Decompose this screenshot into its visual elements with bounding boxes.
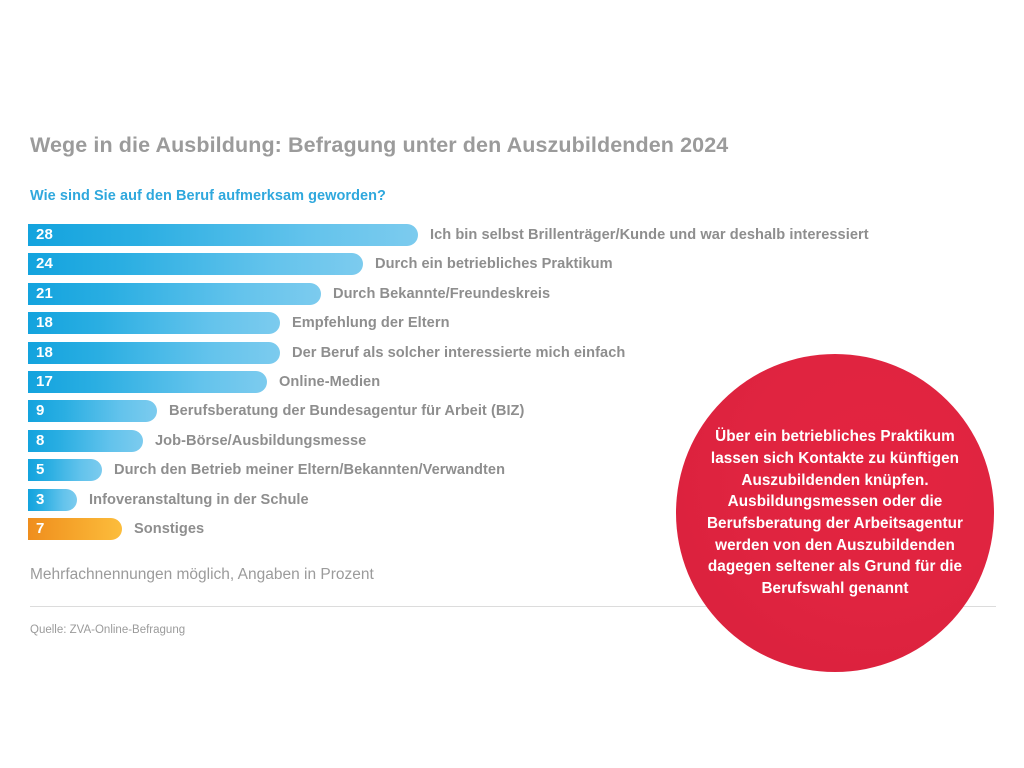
bar-row: 8 Job-Börse/Ausbildungsmesse	[0, 429, 1024, 452]
bar-label: Ich bin selbst Brillenträger/Kunde und w…	[430, 227, 869, 243]
bar-value: 18	[36, 314, 54, 332]
bar-label: Berufsberatung der Bundesagentur für Arb…	[169, 403, 525, 420]
bar-value: 17	[36, 372, 54, 390]
bar-fill: 9	[28, 400, 157, 423]
chart-question-subtitle: Wie sind Sie auf den Beruf aufmerksam ge…	[30, 188, 386, 204]
bar-fill: 21	[28, 282, 321, 305]
bar-chart: 28 Ich bin selbst Brillenträger/Kunde und…	[0, 224, 1024, 547]
bar-label: Online-Medien	[279, 373, 381, 390]
bar-value: 24	[36, 255, 54, 273]
bar-row: 21 Durch Bekannte/Freundeskreis	[0, 282, 1024, 305]
bar-label: Der Beruf als solcher interessierte mich…	[292, 344, 626, 361]
bar-value: 7	[36, 519, 45, 537]
bar-row: 18 Empfehlung der Eltern	[0, 312, 1024, 335]
bar-fill: 8	[28, 429, 143, 452]
callout-text: Über ein betriebliches Praktikum lassen …	[706, 428, 964, 598]
bar-value: 18	[36, 343, 54, 361]
bar-fill: 28	[28, 224, 418, 246]
bar-row: 5 Durch den Betrieb meiner Eltern/Bekannt…	[0, 459, 1024, 482]
bar-value: 28	[36, 226, 54, 243]
bar-row: 17 Online-Medien	[0, 370, 1024, 393]
footer-divider	[30, 606, 996, 607]
bar-value: 5	[36, 461, 45, 479]
bar-value: 8	[36, 431, 45, 449]
bar-label: Durch den Betrieb meiner Eltern/Bekannte…	[114, 462, 506, 479]
bar-label: Durch ein betriebliches Praktikum	[375, 256, 613, 273]
bar-row: 24 Durch ein betriebliches Praktikum	[0, 253, 1024, 276]
bar-label: Job-Börse/Ausbildungsmesse	[155, 432, 367, 449]
bar-value: 9	[36, 402, 45, 420]
bar-fill: 24	[28, 253, 363, 276]
bar-fill: 17	[28, 370, 267, 393]
bar-fill: 18	[28, 312, 280, 335]
bar-fill: 5	[28, 459, 102, 482]
bar-row: 18 Der Beruf als solcher interessierte mi…	[0, 341, 1024, 364]
bar-value: 21	[36, 284, 54, 302]
bar-value: 3	[36, 490, 45, 508]
page-title: Wege in die Ausbildung: Befragung unter …	[30, 133, 729, 157]
bar-fill: 3	[28, 488, 77, 511]
bar-row: 7 Sonstiges	[0, 517, 1024, 540]
bar-label: Durch Bekannte/Freundeskreis	[333, 285, 551, 302]
bar-label: Sonstiges	[134, 520, 205, 537]
chart-footnote: Mehrfachnennungen möglich, Angaben in Pr…	[30, 566, 374, 583]
bar-row: 28 Ich bin selbst Brillenträger/Kunde und…	[0, 224, 1024, 246]
bar-row: 9 Berufsberatung der Bundesagentur für Ar…	[0, 400, 1024, 423]
bar-label: Empfehlung der Eltern	[292, 315, 450, 332]
bar-label: Infoveranstaltung in der Schule	[89, 491, 309, 508]
bar-row: 3 Infoveranstaltung in der Schule	[0, 488, 1024, 511]
chart-source: Quelle: ZVA-Online-Befragung	[30, 624, 186, 636]
bar-fill: 7	[28, 517, 122, 540]
bar-fill: 18	[28, 341, 280, 364]
callout-circle: Über ein betriebliches Praktikum lassen …	[676, 354, 994, 672]
